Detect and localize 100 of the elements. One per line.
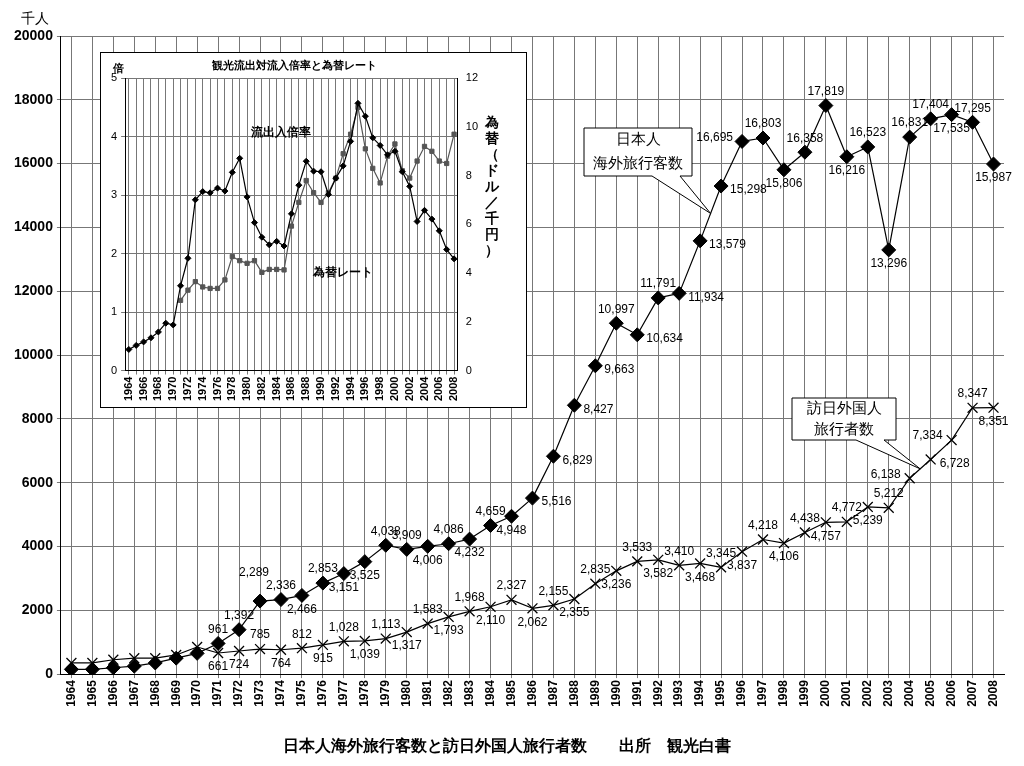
y-tick-label: 4000: [21, 537, 54, 554]
data-label: 10,997: [597, 301, 635, 316]
data-label: 1,113: [371, 616, 401, 631]
data-label: 6,728: [939, 455, 971, 470]
data-label: 9,663: [604, 362, 635, 377]
x-tick-label: 1979: [378, 679, 393, 707]
x-tick-label: 2008: [447, 376, 460, 402]
data-label: 15,298: [730, 182, 768, 197]
x-tick-label: 2000: [818, 679, 833, 707]
data-label: 3,345: [706, 545, 737, 560]
y-tick-label: 18000: [13, 90, 54, 107]
data-label: 6,138: [870, 466, 902, 481]
x-tick-label: 1968: [147, 679, 162, 707]
x-tick-label: 1990: [608, 679, 623, 707]
x-tick-label: 1998: [776, 679, 791, 707]
data-label: 8,351: [978, 413, 1009, 428]
data-label: 724: [229, 657, 250, 672]
data-label: 17,404: [912, 97, 950, 112]
x-tick-label: 1996: [358, 376, 371, 402]
y-axis-title: 千人: [20, 9, 49, 26]
text: 日本人海外旅行客数と訪日外国人旅行者数 出所 観光白書: [283, 735, 731, 754]
x-tick-label: 1986: [524, 679, 539, 707]
y2-tick-label: 12: [465, 71, 479, 84]
data-label: 4,757: [810, 528, 842, 543]
data-label: 3,533: [622, 539, 653, 554]
x-tick-label: 1969: [168, 679, 183, 707]
x-tick-label: 1976: [210, 376, 223, 402]
data-label: 4,006: [412, 552, 444, 567]
data-label: 15,987: [975, 170, 1013, 185]
x-tick-label: 1970: [166, 376, 179, 402]
x-tick-label: 1970: [189, 679, 204, 707]
data-label: 1,793: [433, 623, 464, 638]
data-label: 13,296: [870, 256, 908, 271]
y-tick-label: 8000: [21, 409, 54, 426]
x-tick-label: 1973: [252, 679, 267, 707]
data-label: 4,106: [768, 549, 800, 564]
x-tick-label: 1980: [399, 679, 414, 707]
data-label: 13,579: [709, 237, 747, 252]
data-label: 1,583: [412, 601, 444, 616]
y2-tick-label: 10: [465, 119, 479, 132]
data-label: 2,289: [239, 565, 270, 580]
x-tick-label: 1976: [315, 679, 330, 707]
data-label: 2,466: [286, 601, 318, 616]
x-tick-label: 1993: [671, 679, 686, 707]
data-label: 961: [208, 621, 229, 636]
data-label: 2,062: [517, 614, 548, 629]
x-tick-label: 2008: [985, 679, 1000, 707]
x-tick-label: 1986: [284, 376, 297, 402]
y-tick-label: 2: [110, 246, 118, 259]
y-tick-label: 12000: [13, 282, 54, 299]
data-label: 16,216: [828, 163, 866, 178]
data-label: 11,934: [688, 289, 725, 304]
x-tick-label: 1984: [482, 679, 497, 707]
x-tick-label: 1983: [461, 679, 476, 707]
data-label: 17,535: [933, 120, 971, 135]
x-tick-label: 2002: [860, 679, 875, 707]
x-tick-label: 2004: [417, 375, 430, 402]
x-tick-label: 1992: [650, 679, 665, 707]
data-label: 17,295: [954, 100, 992, 115]
x-tick-label: 1978: [357, 679, 372, 707]
x-tick-label: 1988: [299, 376, 312, 402]
data-label: 8,427: [583, 401, 614, 416]
data-label: 3,410: [664, 543, 695, 558]
x-tick-label: 2005: [922, 679, 937, 707]
chart-title: 観光流出対流入倍率と為替レート: [211, 58, 377, 72]
y2-tick-label: 4: [465, 266, 472, 279]
x-tick-label: 1990: [314, 376, 327, 402]
data-label: 16,803: [744, 116, 782, 131]
data-label: 10,634: [646, 331, 684, 346]
x-tick-label: 1971: [210, 679, 225, 707]
x-tick-label: 1985: [503, 679, 518, 707]
y2-tick-label: 6: [465, 217, 472, 230]
x-tick-label: 2003: [881, 679, 896, 707]
data-label: 812: [291, 626, 313, 641]
text: 日本人海外旅行客数: [593, 130, 683, 172]
x-tick-label: 1987: [545, 679, 560, 707]
series-label: 流出入倍率: [250, 125, 311, 140]
x-tick-label: 1980: [240, 376, 253, 402]
x-tick-label: 1965: [84, 679, 99, 707]
y-tick-label: 10000: [13, 345, 54, 362]
x-tick-label: 1974: [273, 679, 288, 707]
data-label: 4,772: [831, 500, 863, 515]
data-label: 16,695: [696, 129, 734, 144]
data-label: 4,659: [475, 503, 506, 518]
data-label: 2,336: [265, 577, 297, 592]
y-axis-title: 倍: [112, 61, 125, 74]
x-tick-label: 1996: [734, 679, 749, 707]
data-label: 5,516: [541, 494, 572, 509]
x-tick-label: 1974: [195, 375, 208, 402]
x-tick-label: 2000: [387, 376, 400, 402]
data-label: 8,347: [957, 386, 988, 401]
y-tick-label: 1: [110, 305, 118, 318]
x-tick-label: 1982: [254, 376, 267, 402]
data-label: 3,151: [328, 579, 360, 594]
data-label: 2,327: [496, 578, 527, 593]
data-label: 6,829: [562, 452, 593, 467]
x-tick-label: 1968: [151, 376, 164, 402]
data-label: 3,525: [349, 567, 381, 582]
data-label: 2,155: [538, 583, 569, 598]
y-tick-label: 20000: [13, 26, 54, 43]
